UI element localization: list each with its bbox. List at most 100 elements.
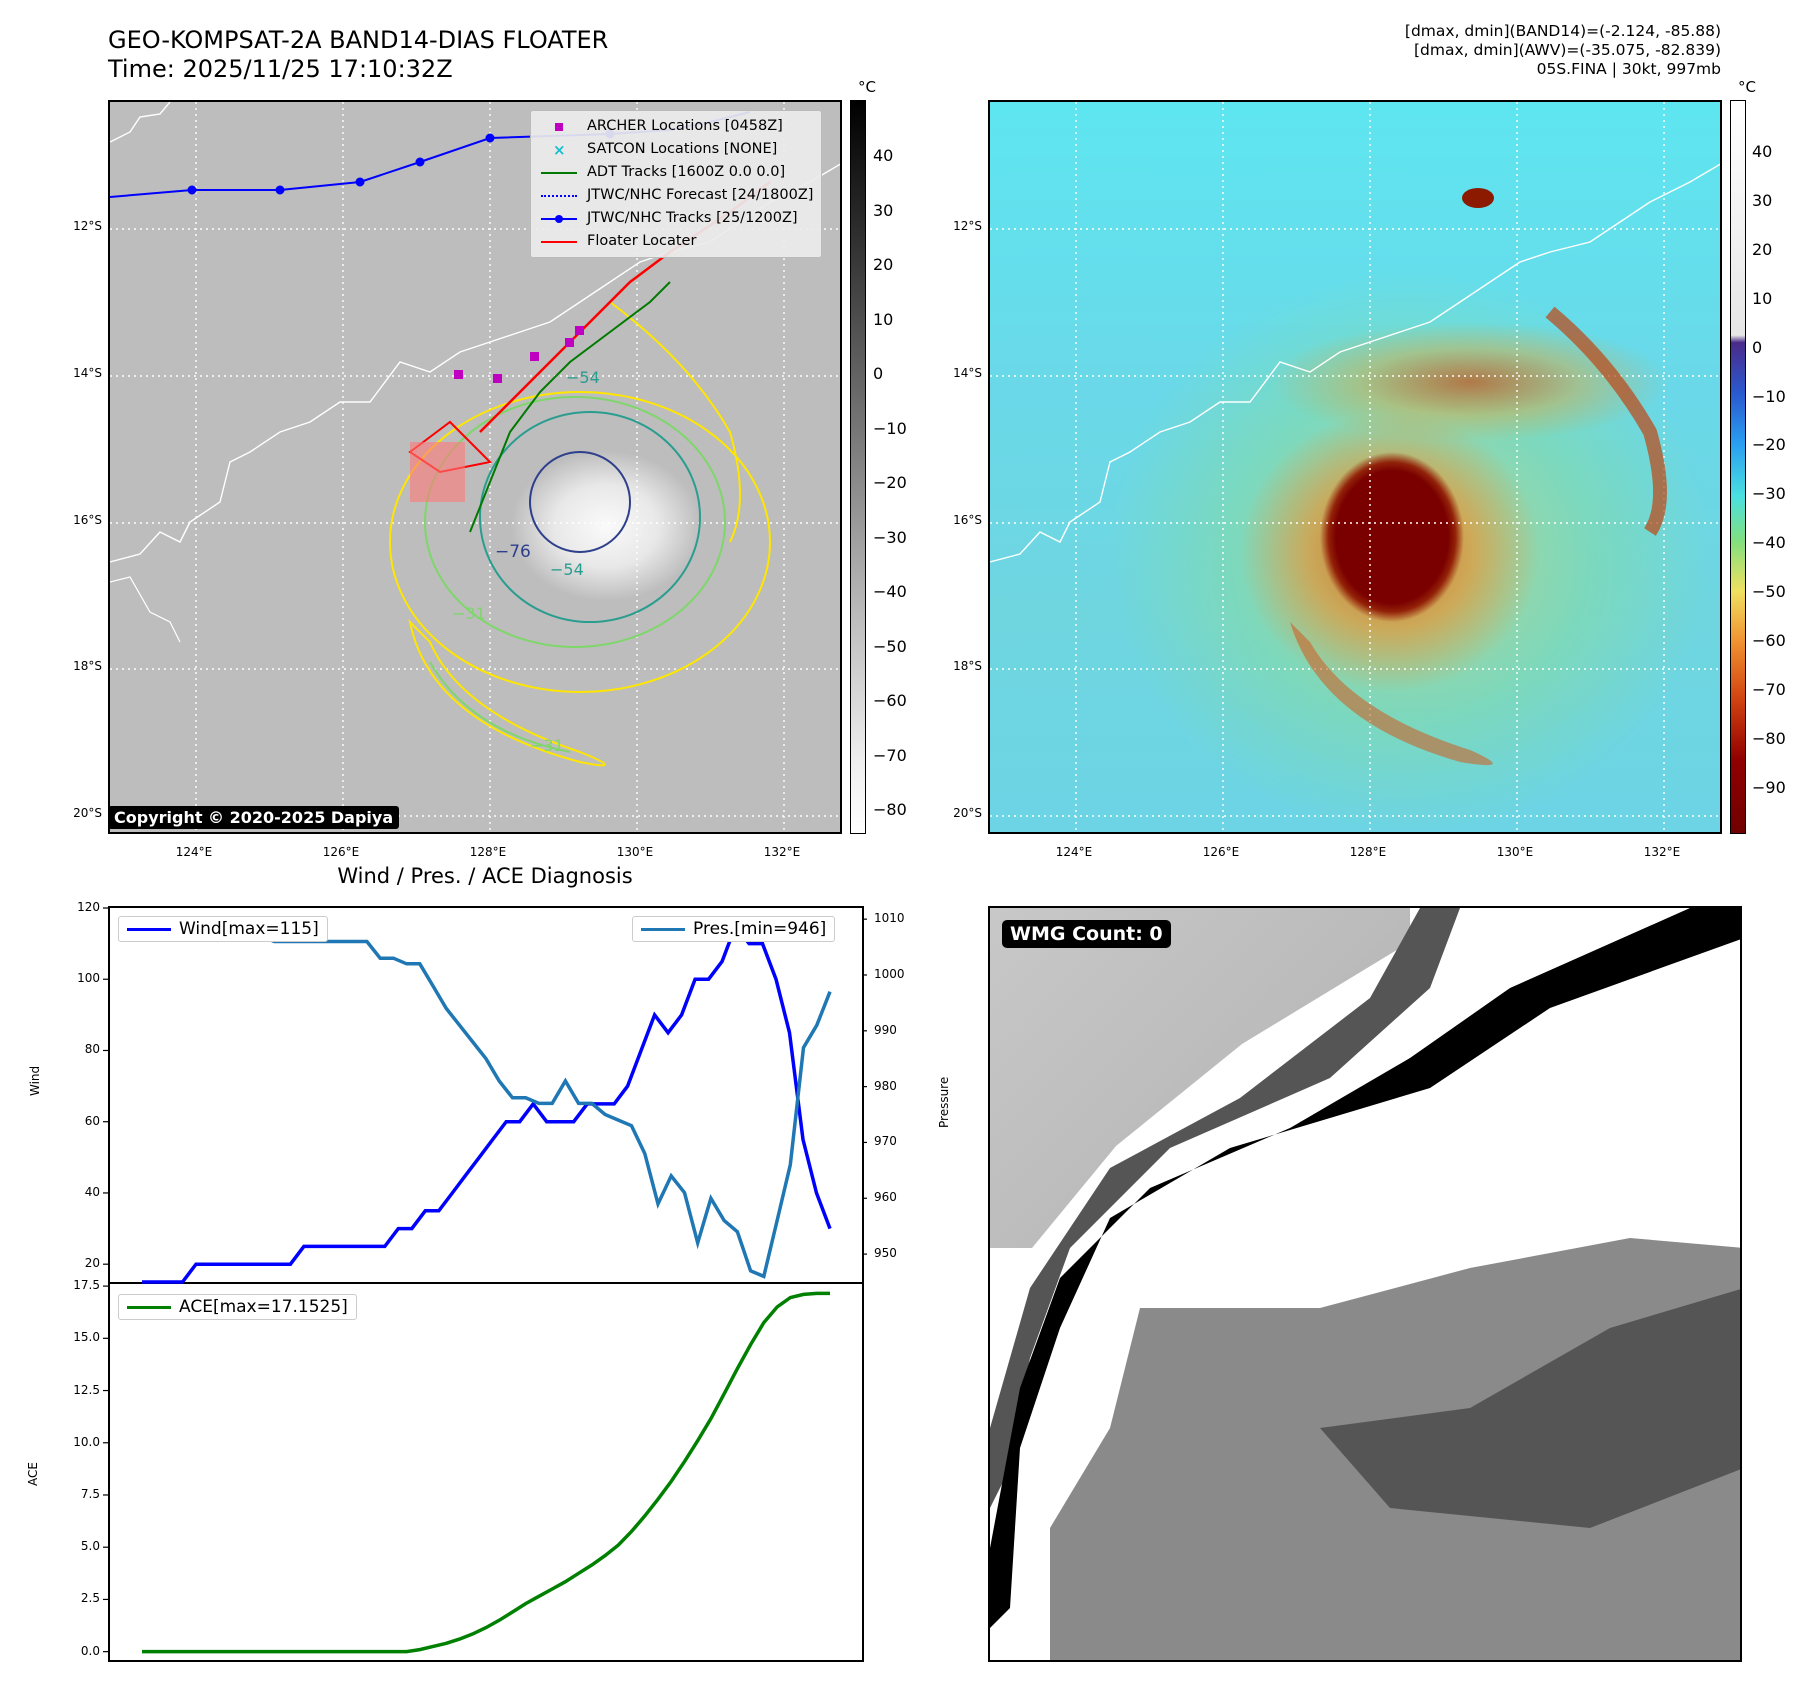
ir-coastline-north xyxy=(110,102,171,143)
ir-legend-label: ARCHER Locations [0458Z] xyxy=(587,118,783,134)
pres-legend-swatch xyxy=(641,927,685,931)
lon-label: 128°E xyxy=(469,845,507,859)
ir-satellite-panel: −76 −54 −31 −31 −54 ARCHER Locations [04… xyxy=(108,100,842,834)
lon-label: 132°E xyxy=(763,845,801,859)
ir-legend-symbol xyxy=(539,120,579,134)
lat-label: 18°S xyxy=(73,659,102,673)
lon-label: 126°E xyxy=(322,845,360,859)
ir-colorbar-tick-11: −70 xyxy=(873,745,907,765)
ir-legend-symbol xyxy=(539,166,579,180)
ir-colorbar-tick-5: −10 xyxy=(873,418,907,438)
awv-colorbar-tick-12: −80 xyxy=(1752,728,1786,748)
contour-label-3: −31 xyxy=(452,604,486,623)
ir-legend-item-3: JTWC/NHC Forecast [24/1800Z] xyxy=(539,184,813,207)
lon-label: 132°E xyxy=(1643,845,1681,859)
awv-spiral-band xyxy=(1290,622,1493,766)
awv-coastline xyxy=(990,163,1720,563)
ace-legend-label: ACE[max=17.1525] xyxy=(179,1297,348,1317)
awv-colorbar-tick-4: 0 xyxy=(1752,337,1763,357)
lat-label: 14°S xyxy=(73,366,102,380)
ace-axis-label: ACE xyxy=(26,1462,40,1486)
ir-legend-item-4: JTWC/NHC Tracks [25/1200Z] xyxy=(539,207,813,230)
wind-legend-label: Wind[max=115] xyxy=(179,919,319,939)
ir-legend-label: Floater Locater xyxy=(587,233,697,249)
archer-locations xyxy=(454,326,584,383)
lat-label: 16°S xyxy=(73,513,102,527)
contour-outer-yellow xyxy=(389,391,771,693)
lat-label: 20°S xyxy=(73,806,102,820)
lon-label: 128°E xyxy=(1349,845,1387,859)
ir-contours xyxy=(389,301,771,767)
awv-colorbar-tick-6: −20 xyxy=(1752,435,1786,455)
lon-label: 124°E xyxy=(1055,845,1093,859)
contour-label-5: −54 xyxy=(566,368,600,387)
wmg-panel: WMG Count: 0 xyxy=(988,906,1742,1662)
wind-axis-label: Wind xyxy=(28,1065,42,1096)
title-line-2: Time: 2025/11/25 17:10:32Z xyxy=(108,55,453,83)
ir-legend: ARCHER Locations [0458Z] × SATCON Location… xyxy=(530,110,823,258)
ir-colorbar-tick-12: −80 xyxy=(873,800,907,819)
ir-colorbar-tick-1: 30 xyxy=(873,200,894,220)
ir-colorbar-tick-3: 10 xyxy=(873,309,894,329)
pressure-tick: 990 xyxy=(874,1022,897,1037)
ir-legend-label: JTWC/NHC Tracks [25/1200Z] xyxy=(587,210,798,226)
contour-label-1: −76 xyxy=(495,542,531,562)
ir-legend-symbol: × xyxy=(553,140,566,159)
awv-colorbar xyxy=(1730,100,1746,834)
ir-legend-item-0: ARCHER Locations [0458Z] xyxy=(539,115,813,138)
wind-legend: Wind[max=115] xyxy=(118,916,328,942)
adt-track xyxy=(469,281,671,533)
pressure-tick: 1000 xyxy=(874,966,905,981)
wind-pressure-plot xyxy=(108,906,864,1284)
ir-legend-label: SATCON Locations [NONE] xyxy=(587,141,778,157)
ace-tick: 12.5 xyxy=(73,1382,100,1397)
info-line-3: 05S.FINA | 30kt, 997mb xyxy=(1536,60,1721,78)
wind-tick: 20 xyxy=(84,1256,100,1271)
contour-green-1 xyxy=(424,396,726,648)
ace-tick: 15.0 xyxy=(73,1330,100,1345)
awv-colorbar-tick-0: 40 xyxy=(1752,142,1773,161)
info-line-2: [dmax, dmin](AWV)=(-35.075, -82.839) xyxy=(1414,41,1721,59)
ir-legend-item-1: × SATCON Locations [NONE] xyxy=(539,138,813,161)
wind-tick: 60 xyxy=(84,1113,100,1128)
lon-label: 124°E xyxy=(175,845,213,859)
awv-colorbar-tick-10: −60 xyxy=(1752,631,1786,650)
pressure-tick: 1010 xyxy=(874,911,905,926)
ir-colorbar-tick-6: −20 xyxy=(873,473,907,492)
ace-legend: ACE[max=17.1525] xyxy=(118,1294,357,1320)
lat-label: 16°S xyxy=(953,513,982,527)
awv-ne-band xyxy=(1545,306,1667,536)
contour-label-4: −31 xyxy=(530,736,564,755)
awv-panel xyxy=(988,100,1722,834)
ir-legend-label: ADT Tracks [1600Z 0.0 0.0] xyxy=(587,164,786,180)
ir-legend-label: JTWC/NHC Forecast [24/1800Z] xyxy=(587,187,814,203)
ir-colorbar-tick-9: −50 xyxy=(873,636,907,656)
title-line-1: GEO-KOMPSAT-2A BAND14-DIAS FLOATER xyxy=(108,26,609,54)
copyright-badge: Copyright © 2020-2025 Dapiya xyxy=(108,806,400,829)
ir-colorbar-tick-7: −30 xyxy=(873,527,907,547)
ir-colorbar-tick-8: −40 xyxy=(873,582,907,601)
ir-colorbar-tick-4: 0 xyxy=(873,364,884,383)
awv-colorbar-unit: °C xyxy=(1738,78,1756,96)
contour-label-2: −54 xyxy=(550,560,584,579)
ace-tick: 2.5 xyxy=(80,1591,100,1606)
diagnosis-title: Wind / Pres. / ACE Diagnosis xyxy=(337,864,633,888)
ace-tick: 5.0 xyxy=(80,1539,100,1554)
wmg-count-badge: WMG Count: 0 xyxy=(1002,920,1171,948)
awv-colorbar-tick-5: −10 xyxy=(1752,386,1786,406)
lon-label: 130°E xyxy=(616,845,654,859)
chart-title: GEO-KOMPSAT-2A BAND14-DIAS FLOATER Time:… xyxy=(108,26,608,84)
wind-tick: 80 xyxy=(84,1042,100,1057)
ace-tick: 7.5 xyxy=(80,1486,100,1501)
awv-colorbar-tick-1: 30 xyxy=(1752,190,1773,210)
pressure-tick: 960 xyxy=(874,1190,897,1205)
pres-legend-label: Pres.[min=946] xyxy=(693,919,827,939)
awv-colorbar-tick-2: 20 xyxy=(1752,239,1773,259)
ir-gridlines xyxy=(110,102,840,832)
wind-tick: 100 xyxy=(77,971,100,986)
ir-legend-symbol xyxy=(539,189,579,203)
lon-label: 130°E xyxy=(1496,845,1534,859)
wind-legend-swatch xyxy=(127,927,171,931)
ace-tick: 17.5 xyxy=(73,1278,100,1293)
awv-colorbar-tick-13: −90 xyxy=(1752,777,1786,797)
